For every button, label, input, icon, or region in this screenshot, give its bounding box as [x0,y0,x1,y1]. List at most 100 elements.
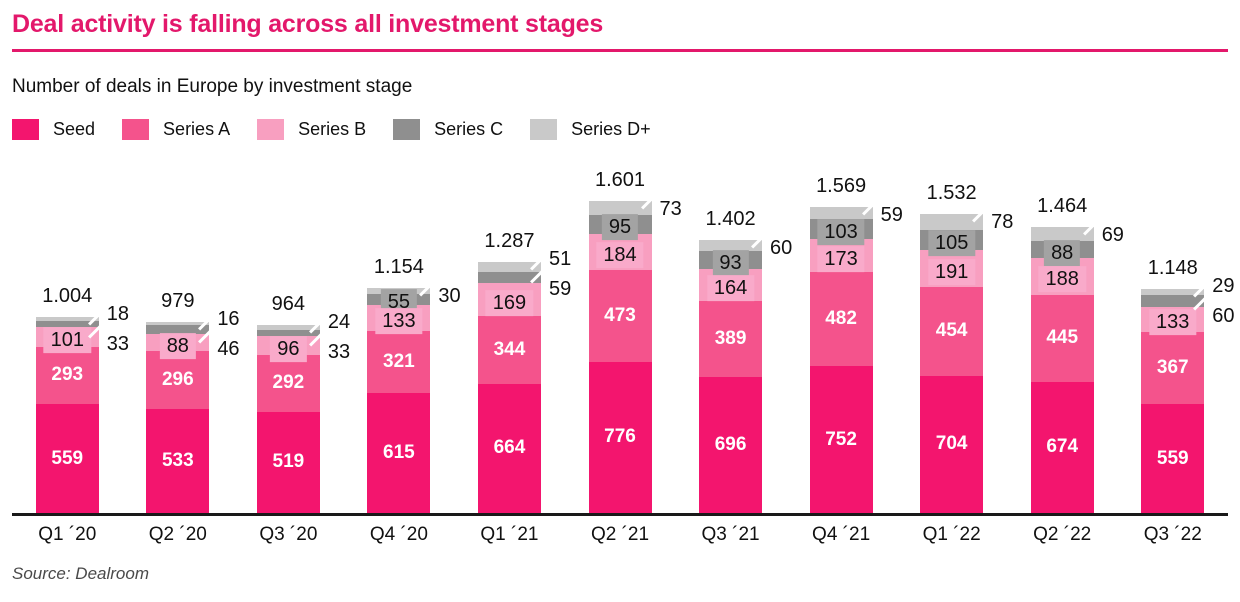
legend-swatch-series-c-icon [393,119,421,140]
legend-label: Series D+ [571,119,651,139]
bar-segment-series-d [35,317,99,321]
bar-segment-series-a: 367 [1141,332,1205,404]
report-page: Deal activity is falling across all inve… [12,10,1234,583]
legend-item-series-d: Series D+ [530,119,651,140]
bar-segment-series-c: 95 [588,214,652,241]
segment-value-label: 696 [714,434,747,456]
bar-segment-series-a: 321 [367,330,431,394]
callout-value-label: 16 [217,308,240,331]
bar-group-q1-22: 105 191 454 704 1.532 78 [896,182,1013,513]
callout-values: 59 [881,200,903,230]
segment-value-label: 533 [161,450,194,472]
stacked-bar: 105 191 454 704 1.532 78 [920,182,1013,513]
legend: Seed Series A Series B Series C Series D+ [12,119,1228,140]
x-axis-label-q3-22: Q3 ´22 [1143,524,1202,545]
legend-label: Seed [53,119,96,139]
page-title: Deal activity is falling across all inve… [12,10,604,38]
callout-value-label: 69 [1101,224,1124,247]
segment-value-label: 93 [712,250,749,277]
bar-total-label: 1.287 [484,230,535,253]
x-axis-label-q1-21: Q1 ´21 [480,524,539,545]
callout-values: 51 59 [549,244,571,304]
callout-value-label: 24 [327,311,351,334]
x-axis-label-q4-21: Q4 ´21 [812,524,871,545]
bar-group-q2-21: 95 184 473 776 1.601 73 [565,169,682,513]
bar-segment-series-c: 88 [1030,239,1094,266]
stacked-bar: 103 173 482 752 1.569 59 [809,175,903,513]
stacked-bar: 169 344 664 1.287 51 59 [477,230,571,513]
segment-value-label: 293 [51,364,84,386]
callout-values: 69 [1102,220,1124,250]
bar-group-q3-20: 96 292 519 964 24 33 [233,186,350,513]
bar-segment-seed: 519 [256,411,320,513]
callout-value-label: 33 [327,341,351,364]
callout-value-label: 30 [438,285,461,308]
bar-group-q3-21: 93 164 389 696 1.402 60 [675,186,792,513]
segment-value-label: 519 [272,451,305,473]
bar-segment-series-b: 169 [477,283,541,317]
bar-total-label: 964 [271,293,306,316]
segment-value-label: 473 [604,304,636,326]
bar-total-label: 1.464 [1037,195,1088,218]
bar-segment-seed: 704 [920,375,984,513]
segment-value-label: 292 [272,372,305,394]
stacked-bar: 55 133 321 615 1.154 30 [367,256,461,513]
bar-total-label: 1.004 [42,285,93,308]
bar-total-label: 1.148 [1147,257,1198,280]
callout-value-label: 59 [880,204,903,227]
callout-value-label: 60 [1212,305,1235,328]
callout-values: 60 [770,233,792,263]
stacked-bar: 101 293 559 1.004 18 33 [35,285,129,513]
segment-value-label: 559 [51,447,84,469]
callout-values: 24 33 [328,307,350,367]
bar-segment-series-d [146,322,210,326]
stacked-bar: 95 184 473 776 1.601 73 [588,169,682,513]
bar-segment-series-c [1141,294,1205,307]
bar-segment-series-a: 454 [920,287,984,376]
bar-segment-series-a: 292 [256,354,320,412]
segment-value-label: 664 [493,437,526,459]
segment-value-label: 482 [825,308,857,330]
bar-total-label: 1.532 [926,182,977,205]
bar-segment-series-a: 344 [477,316,541,384]
bar-segment-series-c: 105 [920,229,984,256]
bar-segment-series-a: 389 [699,301,763,378]
bar-segment-seed: 559 [1141,404,1205,513]
segment-value-label: 96 [270,335,307,362]
bar-segment-series-a: 473 [588,269,652,362]
segment-value-label: 321 [383,350,415,372]
bar-segment-series-b: 164 [699,269,763,302]
legend-swatch-series-d-icon [530,119,558,140]
bars-area: 101 293 559 1.004 18 33 88 296 533 979 16 46 96 292 51… [12,169,1234,516]
bar-segment-seed: 559 [35,404,99,513]
source-note: Source: Dealroom [12,564,150,583]
title-divider [12,49,1228,52]
bar-segment-series-d [1030,227,1094,241]
bar-group-q4-20: 55 133 321 615 1.154 30 [344,186,461,513]
stacked-bar: 88 296 533 979 16 46 [146,290,240,513]
bar-total-label: 1.569 [816,175,867,198]
legend-item-seed: Seed [12,119,95,140]
x-axis-labels: Q1 ´20 Q2 ´20 Q3 ´20 Q4 ´20 Q1 ´21 Q2 ´21 Q3 ´… [12,516,1228,546]
x-axis-label-q1-20: Q1 ´20 [38,524,97,545]
bar-total-label: 1.601 [594,168,646,191]
bar-segment-series-c [35,320,99,328]
stacked-bar: 93 164 389 696 1.402 60 [699,208,792,513]
stacked-bar: 133 367 559 1.148 29 60 [1141,257,1234,513]
segment-value-label: 296 [161,369,194,391]
bar-segment-series-a: 482 [809,272,873,367]
bar-segment-series-d [699,239,763,252]
bar-segment-series-a: 445 [1030,294,1094,382]
segment-value-label: 344 [493,338,526,360]
legend-swatch-series-b-icon [257,119,285,140]
bar-group-q1-21: 169 344 664 1.287 51 59 [454,186,571,513]
segment-value-label: 752 [825,428,857,450]
bar-segment-series-b: 191 [920,250,984,288]
bar-segment-series-c: 93 [699,250,763,277]
x-axis-label-q3-21: Q3 ´21 [701,524,760,545]
stacked-bar-chart: 101 293 559 1.004 18 33 88 296 533 979 16 46 96 292 51… [12,169,1234,546]
callout-value-label: 78 [991,211,1014,234]
chart-subtitle: Number of deals in Europe by investment … [12,76,413,97]
bar-segment-series-a: 296 [146,351,210,410]
callout-values: 78 [991,207,1013,237]
